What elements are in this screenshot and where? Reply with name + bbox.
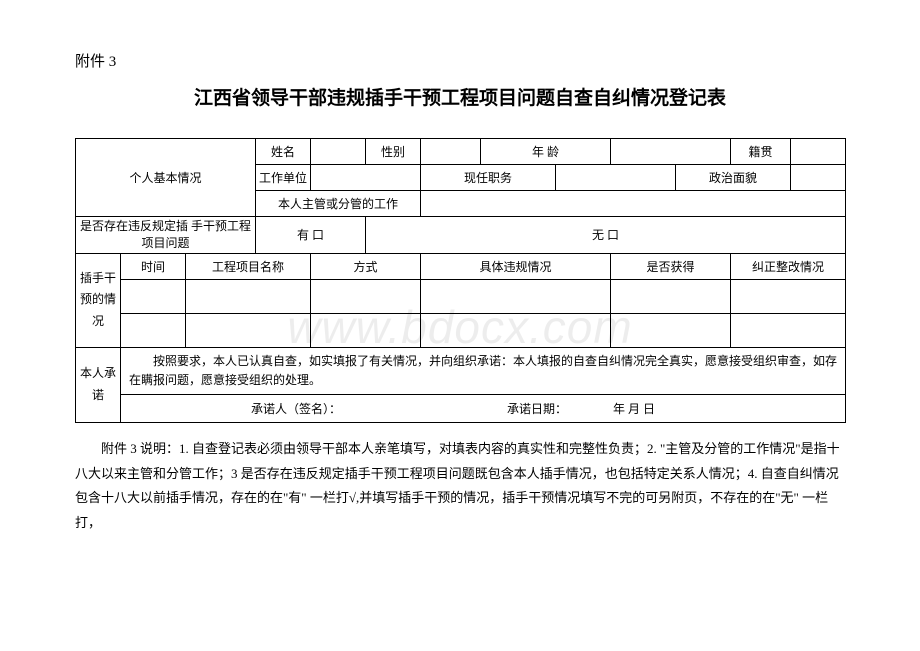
field-gender[interactable]: [421, 139, 481, 165]
table-row[interactable]: [121, 313, 186, 347]
col-specific: 具体违规情况: [421, 253, 611, 279]
signature-line[interactable]: 承诺人（签名）： 承诺日期： 年 月 日: [121, 394, 846, 422]
field-political-status[interactable]: [791, 165, 846, 191]
col-rectify: 纠正整改情况: [731, 253, 846, 279]
date-label: 承诺日期：: [507, 402, 567, 416]
date-ymd: 年 月 日: [613, 402, 655, 416]
label-age: 年 龄: [481, 139, 611, 165]
table-row[interactable]: [186, 279, 311, 313]
table-row[interactable]: [421, 279, 611, 313]
attachment-label: 附件 3: [75, 50, 845, 71]
table-row[interactable]: [611, 313, 731, 347]
label-name: 姓名: [256, 139, 311, 165]
col-benefit: 是否获得: [611, 253, 731, 279]
label-work-unit: 工作单位: [256, 165, 311, 191]
label-native-place: 籍贯: [731, 139, 791, 165]
table-row[interactable]: [731, 279, 846, 313]
field-name[interactable]: [311, 139, 366, 165]
col-method: 方式: [311, 253, 421, 279]
commitment-header: 本人承诺: [76, 347, 121, 422]
table-row[interactable]: [186, 313, 311, 347]
main-title: 江西省领导干部违规插手干预工程项目问题自查自纠情况登记表: [75, 83, 845, 110]
col-time: 时间: [121, 253, 186, 279]
commitment-body: 按照要求，本人已认真自查，如实填报了有关情况，并向组织承诺：本人填报的自查自纠情…: [121, 347, 846, 394]
table-row[interactable]: [311, 279, 421, 313]
label-position: 现任职务: [421, 165, 556, 191]
option-no[interactable]: 无 口: [366, 217, 846, 254]
basic-info-header: 个人基本情况: [76, 139, 256, 217]
table-row[interactable]: [311, 313, 421, 347]
option-yes[interactable]: 有 口: [256, 217, 366, 254]
notes-text: 附件 3 说明：1. 自查登记表必须由领导干部本人亲笔填写，对填表内容的真实性和…: [75, 437, 845, 536]
registration-table: 个人基本情况 姓名 性别 年 龄 籍贯 工作单位 现任职务 政治面貌 本人主管或…: [75, 138, 846, 423]
detail-header: 插手干预的情况: [76, 253, 121, 347]
field-work-unit[interactable]: [311, 165, 421, 191]
field-native-place[interactable]: [791, 139, 846, 165]
field-position[interactable]: [556, 165, 676, 191]
signer-label: 承诺人（签名）：: [251, 402, 341, 416]
label-gender: 性别: [366, 139, 421, 165]
label-responsibility: 本人主管或分管的工作: [256, 191, 421, 217]
col-project: 工程项目名称: [186, 253, 311, 279]
table-row[interactable]: [611, 279, 731, 313]
field-responsibility[interactable]: [421, 191, 846, 217]
table-row[interactable]: [731, 313, 846, 347]
field-age[interactable]: [611, 139, 731, 165]
label-political-status: 政治面貌: [676, 165, 791, 191]
table-row[interactable]: [421, 313, 611, 347]
label-violation-question: 是否存在违反规定插 手干预工程项目问题: [76, 217, 256, 254]
table-row[interactable]: [121, 279, 186, 313]
